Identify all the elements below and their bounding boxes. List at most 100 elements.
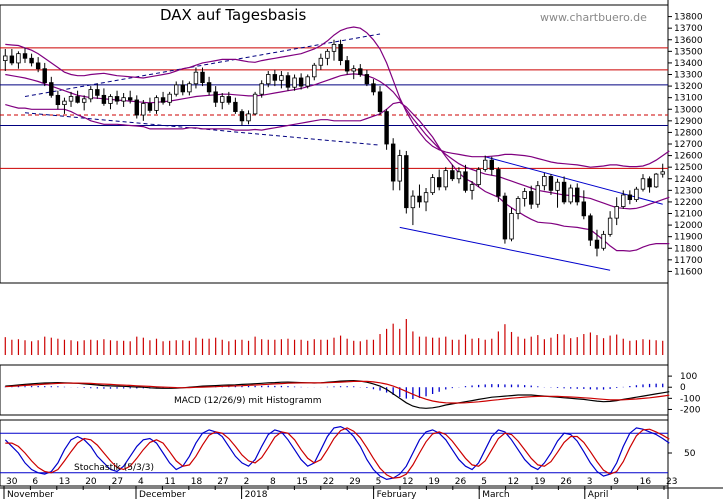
trendline	[399, 226, 611, 271]
candle-body	[68, 96, 74, 102]
candle-body	[509, 213, 514, 240]
candle-body	[568, 187, 573, 203]
candle-body	[561, 181, 567, 203]
candle-body	[272, 74, 278, 81]
candle-body	[101, 94, 107, 104]
trendline	[24, 33, 381, 98]
x-tick-label: 18	[191, 477, 203, 487]
price-panel	[0, 26, 670, 271]
candle-body	[542, 176, 547, 187]
candle-body	[417, 195, 422, 203]
macd-panel	[4, 379, 670, 409]
price-tick-label: 13300	[674, 71, 703, 81]
candle-body	[647, 178, 652, 188]
macd-tick-label: 100	[680, 372, 697, 382]
chart-title: DAX auf Tagesbasis	[160, 6, 306, 24]
x-tick-label: 6	[32, 477, 38, 487]
price-tick-label: 12800	[674, 128, 703, 138]
price-tick-label: 13600	[674, 36, 703, 46]
candle-body	[42, 68, 47, 84]
price-tick-label: 12400	[674, 175, 703, 185]
bollinger-upper	[5, 26, 670, 168]
x-tick-label: 16	[640, 477, 652, 487]
candle-body	[496, 169, 501, 197]
x-tick-label: 19	[428, 477, 440, 487]
candle-body	[279, 75, 284, 81]
stochastic-d-line	[5, 427, 670, 479]
candle-body	[318, 57, 324, 66]
watermark: www.chartbuero.de	[540, 11, 647, 24]
candle-body	[489, 159, 494, 170]
macd-line	[5, 379, 670, 409]
candle-body	[371, 83, 376, 93]
volatility-bars-panel	[4, 319, 664, 355]
macd-tick-label: -200	[680, 405, 701, 415]
candle-body	[9, 55, 15, 64]
candle-body	[95, 89, 100, 96]
x-tick-label: 3	[587, 477, 593, 487]
candle-body	[535, 185, 541, 205]
candle-body	[174, 84, 179, 95]
candle-body	[476, 169, 481, 185]
candle-body	[292, 77, 297, 88]
candle-body	[55, 94, 61, 106]
x-tick-label: 12	[508, 477, 519, 487]
price-tick-label: 13400	[674, 59, 703, 69]
price-tick-label: 12000	[674, 221, 703, 231]
candle-body	[167, 93, 172, 103]
candle-body	[213, 91, 218, 103]
candle-body	[141, 103, 146, 116]
price-tick-label: 12700	[674, 140, 703, 150]
macd-signal-line	[5, 380, 670, 404]
price-tick-label: 11800	[674, 244, 703, 254]
candle-body	[358, 68, 363, 75]
candle-body	[331, 43, 337, 52]
candle-body	[607, 217, 613, 235]
candle-body	[548, 176, 554, 191]
candle-body	[640, 178, 646, 190]
candle-body	[450, 170, 455, 180]
candle-body	[351, 68, 356, 72]
candle-body	[529, 191, 534, 205]
candle-body	[252, 93, 258, 115]
candle-body	[180, 84, 186, 93]
candle-body	[154, 97, 159, 111]
x-tick-label: 9	[613, 477, 619, 487]
candle-body	[325, 50, 330, 59]
month-label: February	[377, 490, 418, 499]
candle-body	[108, 96, 113, 104]
candle-body	[482, 159, 488, 170]
month-label: November	[7, 490, 54, 499]
price-tick-label: 12600	[674, 152, 703, 162]
month-label: April	[588, 490, 609, 499]
stochastic-tick-label: 50	[684, 449, 696, 459]
price-tick-label: 13800	[674, 13, 703, 23]
x-tick-label: 26	[560, 477, 572, 487]
candle-body	[285, 75, 291, 88]
candle-body	[233, 101, 238, 112]
candle-body	[226, 96, 232, 103]
x-tick-label: 22	[323, 477, 334, 487]
candle-body	[29, 57, 34, 64]
candle-body	[377, 91, 383, 112]
candle-body	[463, 171, 468, 191]
x-tick-label: 8	[270, 477, 276, 487]
candle-body	[187, 83, 192, 93]
candle-body	[344, 60, 350, 72]
x-tick-label: 27	[112, 477, 123, 487]
candle-body	[114, 96, 120, 102]
x-tick-label: 23	[666, 477, 677, 487]
candle-body	[305, 76, 310, 87]
candle-body	[594, 239, 600, 249]
candle-body	[147, 103, 153, 111]
candle-body	[634, 188, 639, 201]
candle-body	[259, 83, 264, 95]
candle-body	[522, 191, 527, 199]
candle-body	[364, 74, 370, 85]
trendline	[485, 156, 663, 205]
candle-body	[3, 55, 8, 62]
price-tick-label: 13200	[674, 82, 703, 92]
x-tick-label: 27	[217, 477, 228, 487]
candle-body	[575, 187, 580, 203]
